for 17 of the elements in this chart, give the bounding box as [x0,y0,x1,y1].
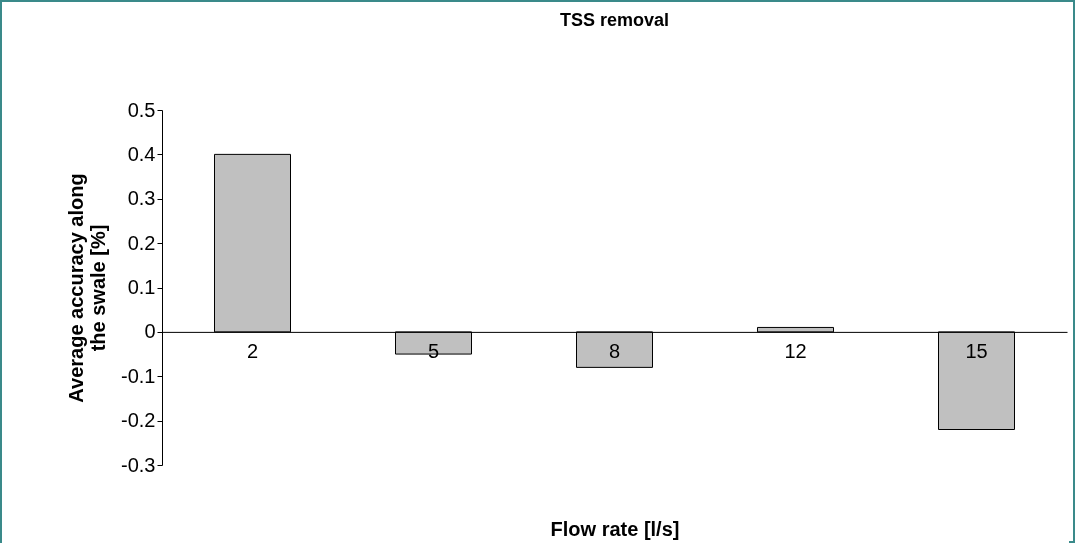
x-tick-label: 15 [965,340,988,363]
x-tick-label: 8 [608,340,621,363]
x-axis-title: Flow rate [l/s] [550,517,680,540]
y-tick-label: -0.2 [121,409,156,432]
y-tick-label: 0.4 [127,142,156,165]
y-tick-label: -0.3 [121,453,156,476]
x-tick-label: 2 [246,340,259,363]
x-tick-label: 5 [427,340,440,363]
y-axis-title: Average accuracy along the swale [%] [65,173,110,403]
x-tick-label: 12 [784,340,807,363]
y-tick-label: 0 [144,320,156,343]
y-tick-label: -0.1 [121,364,156,387]
y-tick-label: 0.3 [127,187,156,210]
y-tick-label: 0.5 [127,98,156,121]
y-tick-label: 0.2 [127,231,156,254]
chart-title: TSS removal [559,10,670,30]
y-tick-label: 0.1 [127,276,156,298]
